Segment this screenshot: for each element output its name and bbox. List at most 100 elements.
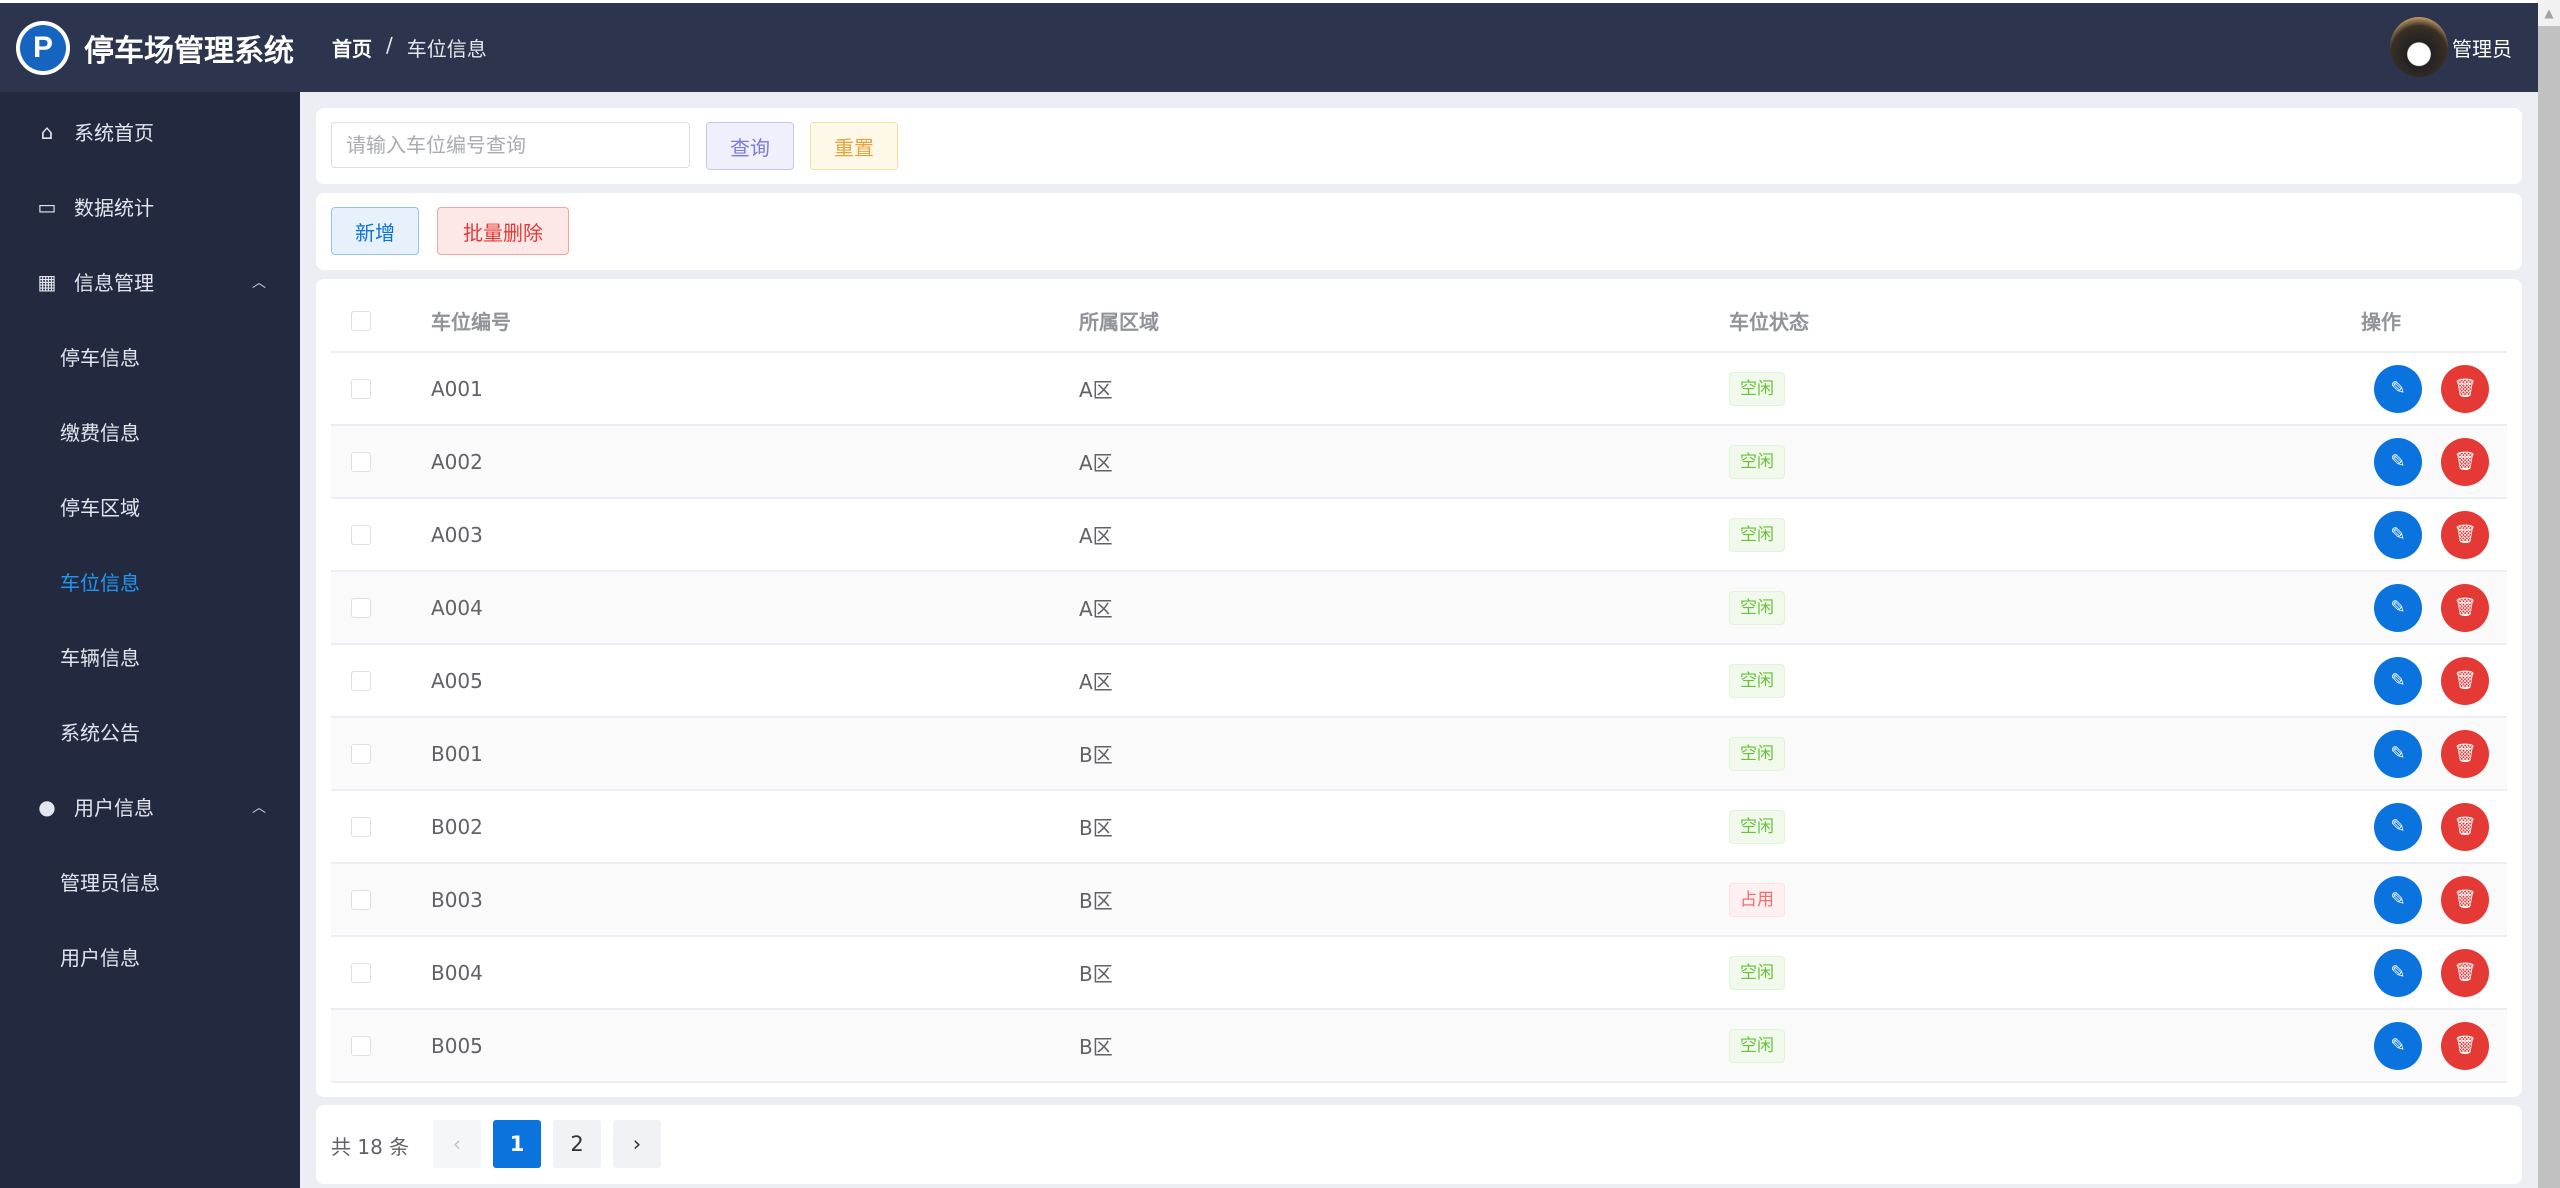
status-badge: 空闲 [1729, 590, 1785, 625]
sidebar-group-info-management[interactable]: ▦ 信息管理 ︿ [37, 269, 266, 296]
table-row: B001 B区 空闲 ✎ 🗑 [331, 717, 2507, 791]
app-header: P 停车场管理系统 首页 / 车位信息 管理员 [0, 3, 2538, 92]
next-page-button[interactable]: › [613, 1120, 661, 1168]
scrollbar[interactable]: ▲ [2538, 0, 2560, 1188]
delete-button[interactable]: 🗑 [2441, 510, 2489, 559]
column-header-actions: 操作 [2307, 290, 2507, 353]
trash-icon: 🗑 [2453, 524, 2477, 545]
reset-button[interactable]: 重置 [810, 122, 898, 170]
row-checkbox[interactable] [351, 1035, 371, 1056]
edit-button[interactable]: ✎ [2374, 364, 2422, 413]
page-1-button[interactable]: 1 [493, 1120, 541, 1168]
sidebar-item-statistics[interactable]: ▭ 数据统计 [37, 194, 154, 221]
delete-button[interactable]: 🗑 [2441, 583, 2489, 632]
row-checkbox[interactable] [351, 962, 371, 983]
edit-button[interactable]: ✎ [2374, 1021, 2422, 1070]
trash-icon: 🗑 [2453, 670, 2477, 691]
status-badge: 空闲 [1729, 663, 1785, 698]
breadcrumb-separator: / [386, 33, 393, 57]
sidebar-item-vehicle-info[interactable]: 车辆信息 [60, 646, 140, 670]
table-row: B002 B区 空闲 ✎ 🗑 [331, 790, 2507, 864]
edit-icon: ✎ [2390, 816, 2406, 837]
space-area: B区 [1079, 936, 1729, 1010]
delete-button[interactable]: 🗑 [2441, 437, 2489, 486]
edit-button[interactable]: ✎ [2374, 948, 2422, 997]
breadcrumb-home[interactable]: 首页 [332, 37, 372, 61]
sidebar-item-admin-info[interactable]: 管理员信息 [60, 871, 160, 895]
query-button[interactable]: 查询 [706, 122, 794, 170]
user-menu[interactable]: 管理员 [2390, 17, 2512, 77]
add-button[interactable]: 新增 [331, 207, 419, 255]
sidebar-item-home[interactable]: ⌂ 系统首页 [0, 94, 300, 169]
sidebar-item-user-info[interactable]: 用户信息 [60, 946, 140, 970]
breadcrumb: 首页 / 车位信息 [332, 33, 487, 62]
sidebar-item-payment-info[interactable]: 缴费信息 [60, 421, 140, 445]
chevron-up-icon: ︿ [252, 274, 266, 291]
table-header-row: 车位编号 所属区域 车位状态 操作 [331, 290, 2507, 353]
sidebar-item-parking-info[interactable]: 停车信息 [60, 346, 140, 370]
edit-icon: ✎ [2390, 1035, 2406, 1056]
user-name[interactable]: 管理员 [2452, 36, 2512, 61]
delete-button[interactable]: 🗑 [2441, 729, 2489, 778]
delete-button[interactable]: 🗑 [2441, 802, 2489, 851]
row-checkbox[interactable] [351, 889, 371, 910]
edit-icon: ✎ [2390, 597, 2406, 618]
monitor-icon: ▭ [37, 194, 57, 219]
row-checkbox[interactable] [351, 378, 371, 399]
column-header-area: 所属区域 [1079, 290, 1729, 353]
edit-button[interactable]: ✎ [2374, 510, 2422, 559]
row-checkbox[interactable] [351, 670, 371, 691]
row-checkbox[interactable] [351, 816, 371, 837]
toolbar-card: 新增 批量删除 [316, 193, 2522, 270]
edit-icon: ✎ [2390, 889, 2406, 910]
sidebar-item-announcement[interactable]: 系统公告 [60, 721, 140, 745]
delete-button[interactable]: 🗑 [2441, 656, 2489, 705]
page-2-button[interactable]: 2 [553, 1120, 601, 1168]
top-border [0, 0, 2538, 3]
edit-button[interactable]: ✎ [2374, 437, 2422, 486]
parking-logo-icon: P [16, 20, 70, 75]
edit-icon: ✎ [2390, 451, 2406, 472]
edit-button[interactable]: ✎ [2374, 802, 2422, 851]
prev-page-button[interactable]: ‹ [433, 1120, 481, 1168]
total-count: 共 18 条 [331, 1135, 410, 1159]
row-checkbox[interactable] [351, 597, 371, 618]
scroll-up-arrow-icon[interactable]: ▲ [2538, 0, 2560, 26]
table-row: A004 A区 空闲 ✎ 🗑 [331, 571, 2507, 645]
delete-button[interactable]: 🗑 [2441, 948, 2489, 997]
delete-button[interactable]: 🗑 [2441, 1021, 2489, 1070]
table-row: B005 B区 空闲 ✎ 🗑 [331, 1009, 2507, 1083]
row-checkbox[interactable] [351, 451, 371, 472]
space-code: A004 [431, 571, 1079, 645]
sidebar-item-parking-area[interactable]: 停车区域 [60, 496, 140, 520]
edit-button[interactable]: ✎ [2374, 656, 2422, 705]
row-checkbox[interactable] [351, 743, 371, 764]
trash-icon: 🗑 [2453, 743, 2477, 764]
edit-button[interactable]: ✎ [2374, 583, 2422, 632]
sidebar: ⌂ 系统首页 ▭ 数据统计 ▦ 信息管理 ︿ 停车信息 缴费信息 停车区域 车位信息 车… [0, 92, 300, 1188]
space-area: B区 [1079, 863, 1729, 937]
delete-button[interactable]: 🗑 [2441, 364, 2489, 413]
status-badge: 空闲 [1729, 736, 1785, 771]
space-area: B区 [1079, 717, 1729, 791]
trash-icon: 🗑 [2453, 597, 2477, 618]
avatar[interactable] [2390, 17, 2448, 77]
table-row: A003 A区 空闲 ✎ 🗑 [331, 498, 2507, 572]
edit-button[interactable]: ✎ [2374, 729, 2422, 778]
chevron-up-icon: ︿ [252, 799, 266, 816]
space-code: B001 [431, 717, 1079, 791]
table-row: A002 A区 空闲 ✎ 🗑 [331, 425, 2507, 499]
sidebar-group-user-info[interactable]: ● 用户信息 ︿ [0, 769, 300, 844]
row-checkbox[interactable] [351, 524, 371, 545]
sidebar-item-space-info[interactable]: 车位信息 [60, 571, 140, 595]
space-code-search-input[interactable] [331, 122, 690, 168]
space-code: B003 [431, 863, 1079, 937]
space-code: A005 [431, 644, 1079, 718]
space-area: B区 [1079, 790, 1729, 864]
edit-button[interactable]: ✎ [2374, 875, 2422, 924]
delete-button[interactable]: 🗑 [2441, 875, 2489, 924]
batch-delete-button[interactable]: 批量删除 [437, 207, 569, 255]
select-all-checkbox[interactable] [351, 310, 371, 331]
column-header-status: 车位状态 [1729, 290, 2307, 353]
user-icon: ● [38, 794, 56, 819]
